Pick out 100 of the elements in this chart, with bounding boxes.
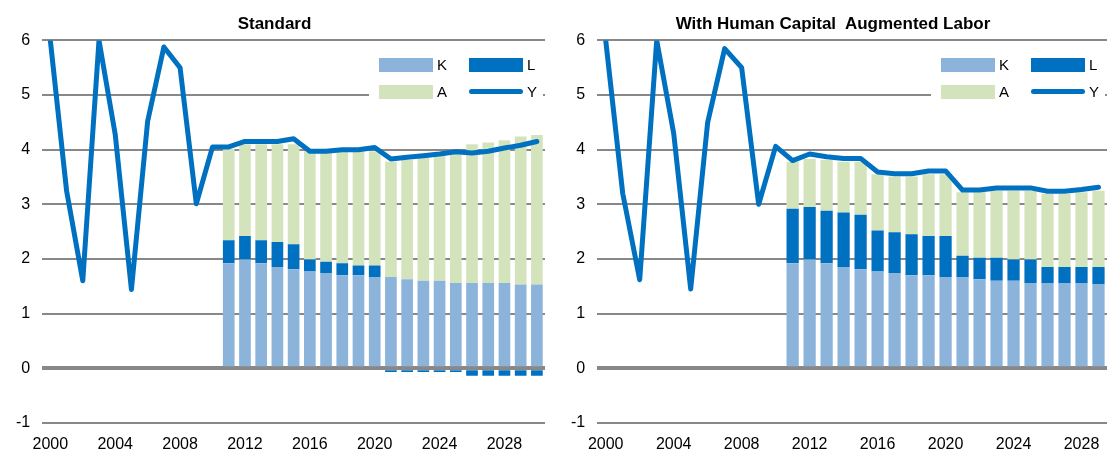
bar bbox=[990, 280, 1003, 367]
bar bbox=[417, 280, 430, 367]
bar bbox=[888, 176, 901, 233]
bar bbox=[239, 235, 251, 260]
bar bbox=[871, 174, 884, 231]
x-tick-label: 2024 bbox=[995, 434, 1032, 452]
bar bbox=[1041, 282, 1054, 367]
y-tick-label: -1 bbox=[15, 413, 31, 431]
bar bbox=[837, 267, 850, 367]
bar bbox=[990, 257, 1003, 281]
bar bbox=[271, 144, 284, 242]
x-tick-label: 2004 bbox=[655, 434, 692, 452]
bar bbox=[287, 269, 300, 367]
bar bbox=[255, 263, 268, 367]
bar bbox=[466, 282, 478, 367]
bar bbox=[531, 134, 543, 285]
x-tick-label: 2000 bbox=[587, 434, 624, 452]
y-tick-label: 1 bbox=[576, 303, 586, 321]
bar bbox=[1075, 192, 1088, 268]
bar bbox=[352, 151, 365, 266]
bar bbox=[303, 259, 316, 272]
bar bbox=[433, 155, 446, 281]
bar bbox=[255, 240, 268, 264]
x-tick-label: 2024 bbox=[421, 434, 458, 452]
bar bbox=[1007, 280, 1020, 367]
chart-title: With Human Capital Augmented Labor bbox=[675, 13, 991, 33]
bar bbox=[303, 271, 316, 367]
bar bbox=[956, 192, 969, 256]
bar bbox=[1058, 193, 1071, 268]
legend-label: Y bbox=[527, 83, 538, 101]
bar bbox=[820, 263, 833, 367]
bar bbox=[922, 275, 935, 367]
bar bbox=[1058, 282, 1071, 367]
legend-label: K bbox=[437, 56, 448, 74]
bar bbox=[1041, 193, 1054, 268]
bar bbox=[888, 273, 901, 367]
chart-title: Standard bbox=[237, 13, 312, 33]
bar bbox=[1041, 267, 1054, 283]
bar bbox=[368, 265, 381, 277]
y-tick-label: 0 bbox=[21, 358, 31, 376]
y-tick-label: 2 bbox=[21, 249, 31, 267]
bar bbox=[786, 161, 799, 209]
y-tick-label: 6 bbox=[576, 30, 586, 48]
bar bbox=[905, 234, 918, 276]
bar bbox=[336, 263, 349, 276]
bar bbox=[939, 174, 952, 236]
y-tick-label: 3 bbox=[21, 194, 31, 212]
bar bbox=[973, 257, 986, 280]
bar bbox=[449, 152, 462, 283]
bar bbox=[271, 267, 284, 367]
legend-label: Y bbox=[1089, 83, 1100, 101]
bar bbox=[820, 160, 833, 211]
bar bbox=[786, 208, 799, 264]
bar bbox=[433, 280, 446, 367]
y-tick-label: -1 bbox=[570, 413, 586, 431]
x-tick-label: 2016 bbox=[859, 434, 896, 452]
bar bbox=[905, 176, 918, 235]
x-tick-label: 2008 bbox=[723, 434, 760, 452]
bar bbox=[1075, 267, 1088, 283]
x-tick-label: 2008 bbox=[162, 434, 198, 452]
bar bbox=[514, 136, 527, 285]
bar bbox=[1007, 259, 1020, 281]
bar bbox=[854, 269, 867, 367]
bar bbox=[1075, 282, 1088, 367]
bar bbox=[287, 144, 300, 245]
x-tick-label: 2016 bbox=[292, 434, 328, 452]
x-tick-label: 2012 bbox=[791, 434, 828, 452]
legend-label: K bbox=[999, 56, 1010, 74]
bar bbox=[905, 275, 918, 367]
bar bbox=[922, 174, 935, 236]
bar bbox=[803, 207, 816, 260]
bar bbox=[1024, 259, 1037, 283]
bar bbox=[888, 232, 901, 274]
bar bbox=[973, 192, 986, 258]
bar bbox=[514, 284, 527, 367]
bar bbox=[854, 161, 867, 215]
bar bbox=[401, 279, 413, 367]
bar bbox=[222, 240, 235, 264]
bar bbox=[239, 259, 251, 367]
bar bbox=[320, 152, 332, 262]
bar bbox=[385, 276, 397, 367]
bar bbox=[1092, 190, 1105, 268]
y-tick-label: 4 bbox=[21, 140, 31, 158]
bar bbox=[271, 241, 284, 268]
legend-label: L bbox=[527, 56, 536, 74]
y-tick-label: 1 bbox=[21, 303, 31, 321]
x-tick-label: 2000 bbox=[32, 434, 69, 452]
bar bbox=[990, 190, 1003, 258]
bar bbox=[939, 235, 952, 277]
x-tick-label: 2020 bbox=[927, 434, 964, 452]
y-tick-label: 5 bbox=[576, 85, 586, 103]
bar bbox=[1092, 267, 1105, 285]
bar bbox=[837, 212, 850, 268]
bar bbox=[449, 282, 462, 367]
bar bbox=[498, 140, 511, 283]
x-tick-label: 2004 bbox=[97, 434, 134, 452]
y-tick-label: 2 bbox=[576, 249, 586, 267]
bar bbox=[854, 214, 867, 270]
bar bbox=[222, 149, 235, 241]
bar bbox=[1024, 282, 1037, 367]
